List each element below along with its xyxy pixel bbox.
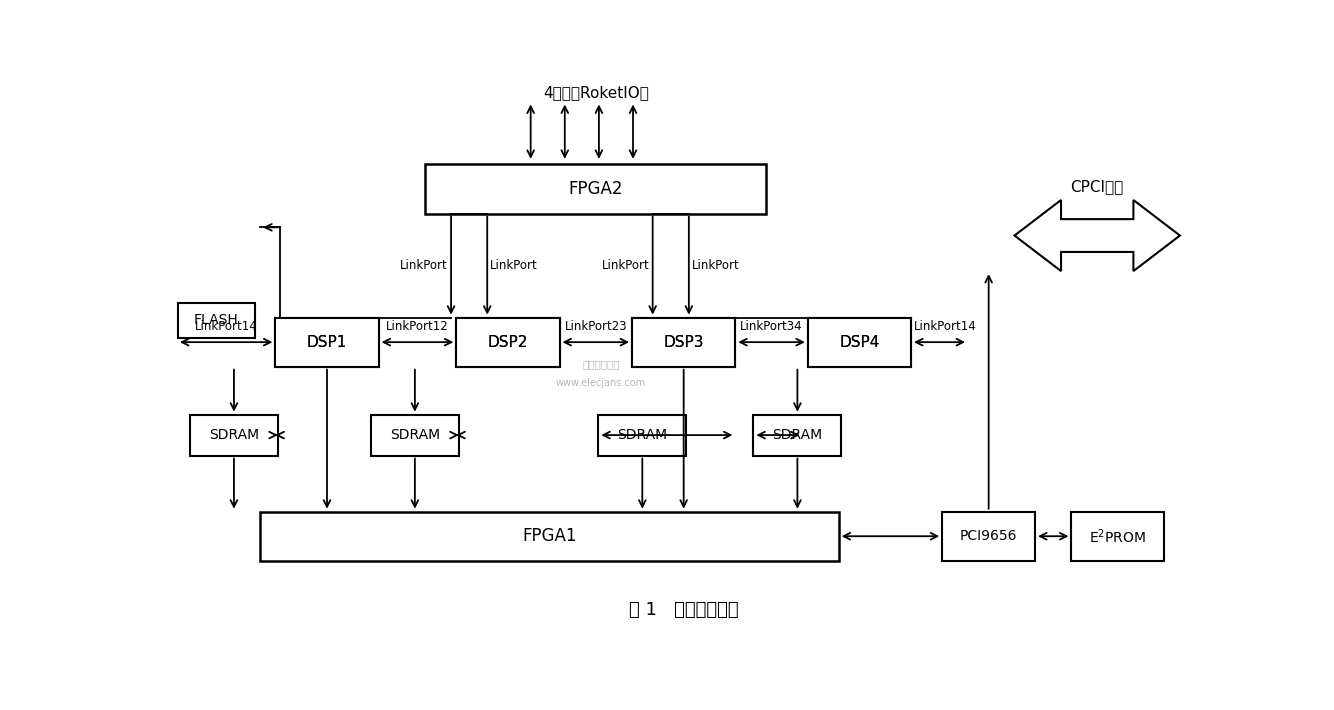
Text: DSP2: DSP2 <box>488 334 528 349</box>
Text: FPGA2: FPGA2 <box>568 180 623 198</box>
Text: FPGA1: FPGA1 <box>522 528 576 545</box>
Bar <box>260 512 839 561</box>
Bar <box>177 302 255 338</box>
Text: DSP4: DSP4 <box>839 334 879 349</box>
Bar <box>632 317 735 367</box>
Text: LinkPort: LinkPort <box>602 259 650 272</box>
Text: FLASH: FLASH <box>193 313 239 327</box>
Text: LinkPort: LinkPort <box>400 259 448 272</box>
Bar <box>1071 512 1165 561</box>
Text: DSP3: DSP3 <box>663 334 704 349</box>
Text: LinkPort: LinkPort <box>491 259 538 272</box>
Text: 电路设计攻网: 电路设计攻网 <box>582 359 620 369</box>
Text: www.elecjans.com: www.elecjans.com <box>556 378 646 388</box>
Bar <box>632 317 735 367</box>
Text: DSP2: DSP2 <box>488 334 528 349</box>
Text: LinkPort34: LinkPort34 <box>740 320 803 333</box>
Bar <box>942 512 1035 561</box>
Text: CPCI总线: CPCI总线 <box>1071 179 1123 194</box>
Text: LinkPort12: LinkPort12 <box>386 320 448 333</box>
Text: LinkPort23: LinkPort23 <box>564 320 627 333</box>
Text: DSP1: DSP1 <box>307 334 347 349</box>
Bar <box>456 317 560 367</box>
Bar <box>754 415 842 456</box>
Text: SDRAM: SDRAM <box>618 428 667 442</box>
Text: LinkPort: LinkPort <box>692 259 739 272</box>
Bar <box>189 415 277 456</box>
Text: 图 1   系统整体结构: 图 1 系统整体结构 <box>628 601 739 619</box>
Bar <box>808 317 911 367</box>
Text: 4路双工RoketIO口: 4路双工RoketIO口 <box>543 84 648 100</box>
Bar <box>275 317 379 367</box>
Text: SDRAM: SDRAM <box>390 428 440 442</box>
Text: LinkPort14: LinkPort14 <box>914 320 976 333</box>
Bar <box>599 415 686 456</box>
Bar <box>456 317 560 367</box>
Text: DSP1: DSP1 <box>307 334 347 349</box>
Text: DSP4: DSP4 <box>839 334 879 349</box>
Bar <box>275 317 379 367</box>
Text: SDRAM: SDRAM <box>209 428 259 442</box>
Text: E$^2$PROM: E$^2$PROM <box>1090 527 1146 545</box>
Bar <box>426 165 766 214</box>
Bar <box>808 317 911 367</box>
Text: PCI9656: PCI9656 <box>960 529 1018 543</box>
Text: LinkPort14: LinkPort14 <box>195 320 257 333</box>
Bar <box>371 415 459 456</box>
Text: SDRAM: SDRAM <box>772 428 823 442</box>
Text: DSP3: DSP3 <box>663 334 704 349</box>
